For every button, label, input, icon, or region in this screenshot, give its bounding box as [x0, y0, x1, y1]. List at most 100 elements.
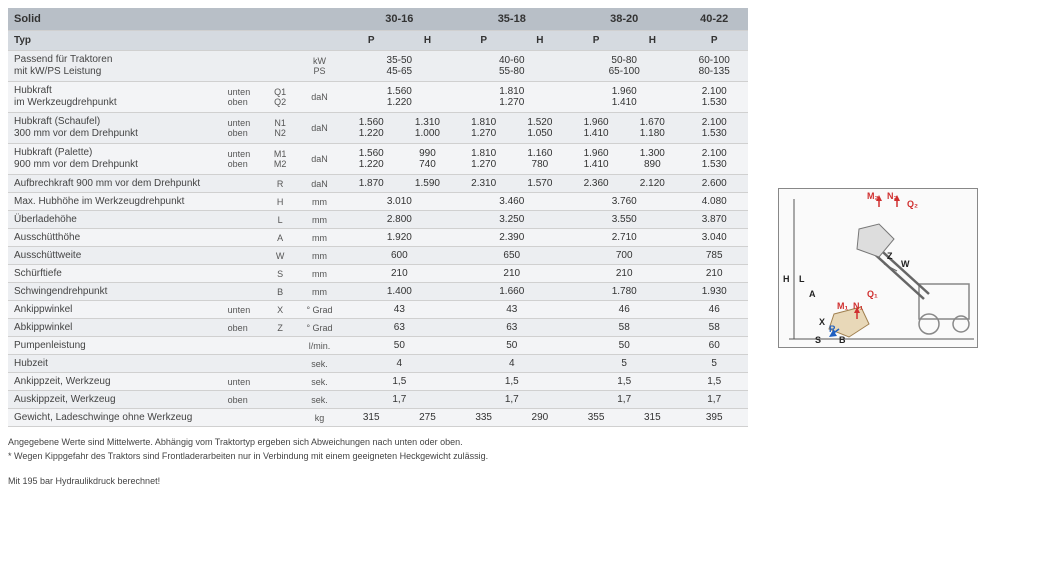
value-cell: 60-10080-135	[680, 51, 748, 82]
hdr-sub-p-1: P	[456, 31, 512, 51]
row-sym: L	[264, 211, 295, 229]
table-row: Pumpenleistungl/min.50505060	[8, 337, 748, 355]
diag-q2: Q₂	[907, 199, 918, 209]
value-cell: 50	[343, 337, 455, 355]
value-cell: 1.300890	[624, 144, 680, 175]
row-sym	[264, 355, 295, 373]
row-label: Abkippwinkel	[8, 319, 222, 337]
row-pos: untenoben	[222, 113, 265, 144]
table-row: Hubzeitsek.4455	[8, 355, 748, 373]
value-cell: 210	[680, 265, 748, 283]
value-cell: 395	[680, 409, 748, 427]
value-cell: 4	[456, 355, 568, 373]
value-cell: 35-5045-65	[343, 51, 455, 82]
table-row: AnkippwinkeluntenX° Grad43434646	[8, 301, 748, 319]
row-pos	[222, 265, 265, 283]
value-cell: 63	[343, 319, 455, 337]
value-cell: 63	[456, 319, 568, 337]
value-cell: 1.400	[343, 283, 455, 301]
table-row: SchürftiefeSmm210210210210	[8, 265, 748, 283]
row-sym: S	[264, 265, 295, 283]
row-label: Schwingendrehpunkt	[8, 283, 222, 301]
value-cell: 315	[343, 409, 399, 427]
value-cell: 275	[399, 409, 455, 427]
diag-a: A	[809, 289, 816, 299]
diag-q1: Q₁	[867, 289, 878, 299]
row-unit: mm	[296, 211, 343, 229]
value-cell: 3.460	[456, 193, 568, 211]
value-cell: 1,5	[456, 373, 568, 391]
value-cell: 4.080	[680, 193, 748, 211]
value-cell: 1.3101.000	[399, 113, 455, 144]
value-cell: 2.120	[624, 175, 680, 193]
row-unit: ° Grad	[296, 301, 343, 319]
hdr-sub-p-2: P	[568, 31, 624, 51]
row-unit: mm	[296, 283, 343, 301]
value-cell: 1,7	[680, 391, 748, 409]
value-cell: 1,5	[343, 373, 455, 391]
value-cell: 43	[456, 301, 568, 319]
value-cell: 40-6055-80	[456, 51, 568, 82]
diag-r: R	[829, 324, 836, 334]
value-cell: 700	[568, 247, 680, 265]
value-cell: 3.040	[680, 229, 748, 247]
table-row: Auskippzeit, Werkzeugobensek.1,71,71,71,…	[8, 391, 748, 409]
row-sym	[264, 337, 295, 355]
value-cell: 1,7	[568, 391, 680, 409]
row-unit: daN	[296, 175, 343, 193]
value-cell: 1.6701.180	[624, 113, 680, 144]
row-sym: Z	[264, 319, 295, 337]
table-row: Gewicht, Ladeschwinge ohne Werkzeugkg315…	[8, 409, 748, 427]
value-cell: 290	[512, 409, 568, 427]
diag-l: L	[799, 274, 805, 284]
row-unit: sek.	[296, 373, 343, 391]
diag-z: Z	[887, 251, 893, 261]
note-3: Mit 195 bar Hydraulikdruck berechnet!	[8, 476, 748, 488]
row-sym	[264, 373, 295, 391]
hdr-sub-p-0: P	[343, 31, 399, 51]
value-cell: 46	[568, 301, 680, 319]
value-cell: 5	[568, 355, 680, 373]
row-label: Gewicht, Ladeschwinge ohne Werkzeug	[8, 409, 222, 427]
value-cell: 335	[456, 409, 512, 427]
table-row: AusschütthöheAmm1.9202.3902.7103.040	[8, 229, 748, 247]
value-cell: 1.590	[399, 175, 455, 193]
row-pos	[222, 355, 265, 373]
row-label: Aufbrechkraft 900 mm vor dem Drehpunkt	[8, 175, 222, 193]
row-sym	[264, 51, 295, 82]
value-cell: 650	[456, 247, 568, 265]
row-pos	[222, 247, 265, 265]
header-row-2: Typ P H P H P H P	[8, 31, 748, 51]
row-unit: mm	[296, 229, 343, 247]
value-cell: 50	[568, 337, 680, 355]
value-cell: 3.760	[568, 193, 680, 211]
value-cell: 2.360	[568, 175, 624, 193]
value-cell: 1.920	[343, 229, 455, 247]
value-cell: 210	[456, 265, 568, 283]
row-label: Überladehöhe	[8, 211, 222, 229]
value-cell: 2.1001.530	[680, 113, 748, 144]
value-cell: 3.010	[343, 193, 455, 211]
table-row: AusschüttweiteWmm600650700785	[8, 247, 748, 265]
value-cell: 1.5201.050	[512, 113, 568, 144]
row-unit: sek.	[296, 355, 343, 373]
value-cell: 990740	[399, 144, 455, 175]
row-sym: M1M2	[264, 144, 295, 175]
table-row: Aufbrechkraft 900 mm vor dem DrehpunktRd…	[8, 175, 748, 193]
row-unit: kWPS	[296, 51, 343, 82]
diag-n1: N₁	[853, 301, 863, 311]
row-label: Pumpenleistung	[8, 337, 222, 355]
row-sym: Q1Q2	[264, 82, 295, 113]
value-cell: 4	[343, 355, 455, 373]
row-label: Hubkraftim Werkzeugdrehpunkt	[8, 82, 222, 113]
spec-table: Solid 30-16 35-18 38-20 40-22 Typ P H P …	[8, 8, 748, 427]
table-row: ÜberladehöheLmm2.8003.2503.5503.870	[8, 211, 748, 229]
row-unit: sek.	[296, 391, 343, 409]
diag-x: X	[819, 317, 825, 327]
value-cell: 1.870	[343, 175, 399, 193]
row-sym	[264, 409, 295, 427]
value-cell: 1.8101.270	[456, 82, 568, 113]
row-pos	[222, 175, 265, 193]
value-cell: 1.930	[680, 283, 748, 301]
table-row: SchwingendrehpunktBmm1.4001.6601.7801.93…	[8, 283, 748, 301]
